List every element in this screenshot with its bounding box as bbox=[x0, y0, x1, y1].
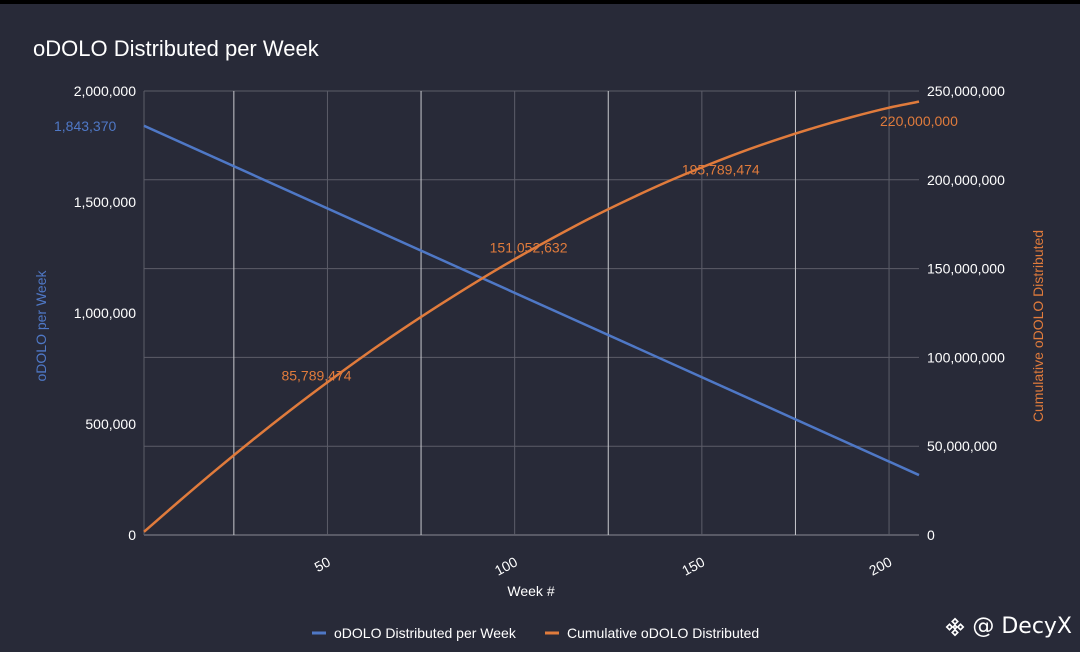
y-right-tick-label: 0 bbox=[927, 527, 935, 543]
series-layer bbox=[143, 100, 920, 533]
x-tick-label: 50 bbox=[312, 553, 333, 575]
y-right-axis-title: Cumulative oDOLO Distributed bbox=[1030, 230, 1046, 422]
legend-item: Cumulative oDOLO Distributed bbox=[545, 625, 759, 641]
data-label: 151,052,632 bbox=[490, 240, 568, 256]
legend-label: oDOLO Distributed per Week bbox=[334, 625, 517, 641]
x-axis-title: Week # bbox=[507, 583, 554, 599]
chart-svg: 1,843,370 85,789,474 151,052,632 195,789,47… bbox=[33, 83, 1046, 641]
y-left-tick-label: 1,500,000 bbox=[74, 194, 136, 210]
data-label: 195,789,474 bbox=[682, 161, 760, 177]
y-right-tick-label: 50,000,000 bbox=[927, 438, 997, 454]
y-left-tick-label: 2,000,000 bbox=[74, 83, 136, 99]
x-tick-label: 200 bbox=[866, 553, 894, 578]
y-right-tick-label: 200,000,000 bbox=[927, 172, 1005, 188]
y-left-tick-label: 1,000,000 bbox=[74, 305, 136, 321]
chart-card: oDOLO Distributed per Week 1,843,370 85,7… bbox=[0, 4, 1080, 652]
legend-label: Cumulative oDOLO Distributed bbox=[567, 625, 759, 641]
x-tick-label: 150 bbox=[679, 553, 707, 578]
label-layer: 1,843,370 85,789,474 151,052,632 195,789,47… bbox=[54, 113, 958, 384]
watermark-text: @ DecyX bbox=[972, 614, 1072, 639]
y-right-tick-label: 100,000,000 bbox=[927, 349, 1005, 365]
legend: oDOLO Distributed per Week Cumulative oDO… bbox=[312, 625, 759, 641]
data-label: 85,789,474 bbox=[281, 368, 351, 384]
axis-layer: 0 500,000 1,000,000 1,500,000 2,000,000 0 50,0… bbox=[33, 83, 1046, 599]
data-label: 1,843,370 bbox=[54, 118, 116, 134]
y-left-tick-label: 500,000 bbox=[85, 416, 136, 432]
binance-diamond-icon bbox=[945, 617, 965, 636]
watermark: @ DecyX bbox=[944, 614, 1072, 639]
chart-title: oDOLO Distributed per Week bbox=[33, 36, 319, 61]
y-left-tick-label: 0 bbox=[128, 527, 136, 543]
series-line-weekly bbox=[143, 124, 920, 477]
grid-layer bbox=[143, 90, 919, 536]
y-left-axis-title: oDOLO per Week bbox=[33, 269, 49, 381]
x-tick-label: 100 bbox=[492, 553, 520, 578]
y-right-tick-label: 150,000,000 bbox=[927, 261, 1005, 277]
y-right-tick-label: 250,000,000 bbox=[927, 83, 1005, 99]
legend-item: oDOLO Distributed per Week bbox=[312, 625, 517, 641]
data-label: 220,000,000 bbox=[880, 113, 958, 129]
series-line-cumulative bbox=[143, 100, 920, 533]
